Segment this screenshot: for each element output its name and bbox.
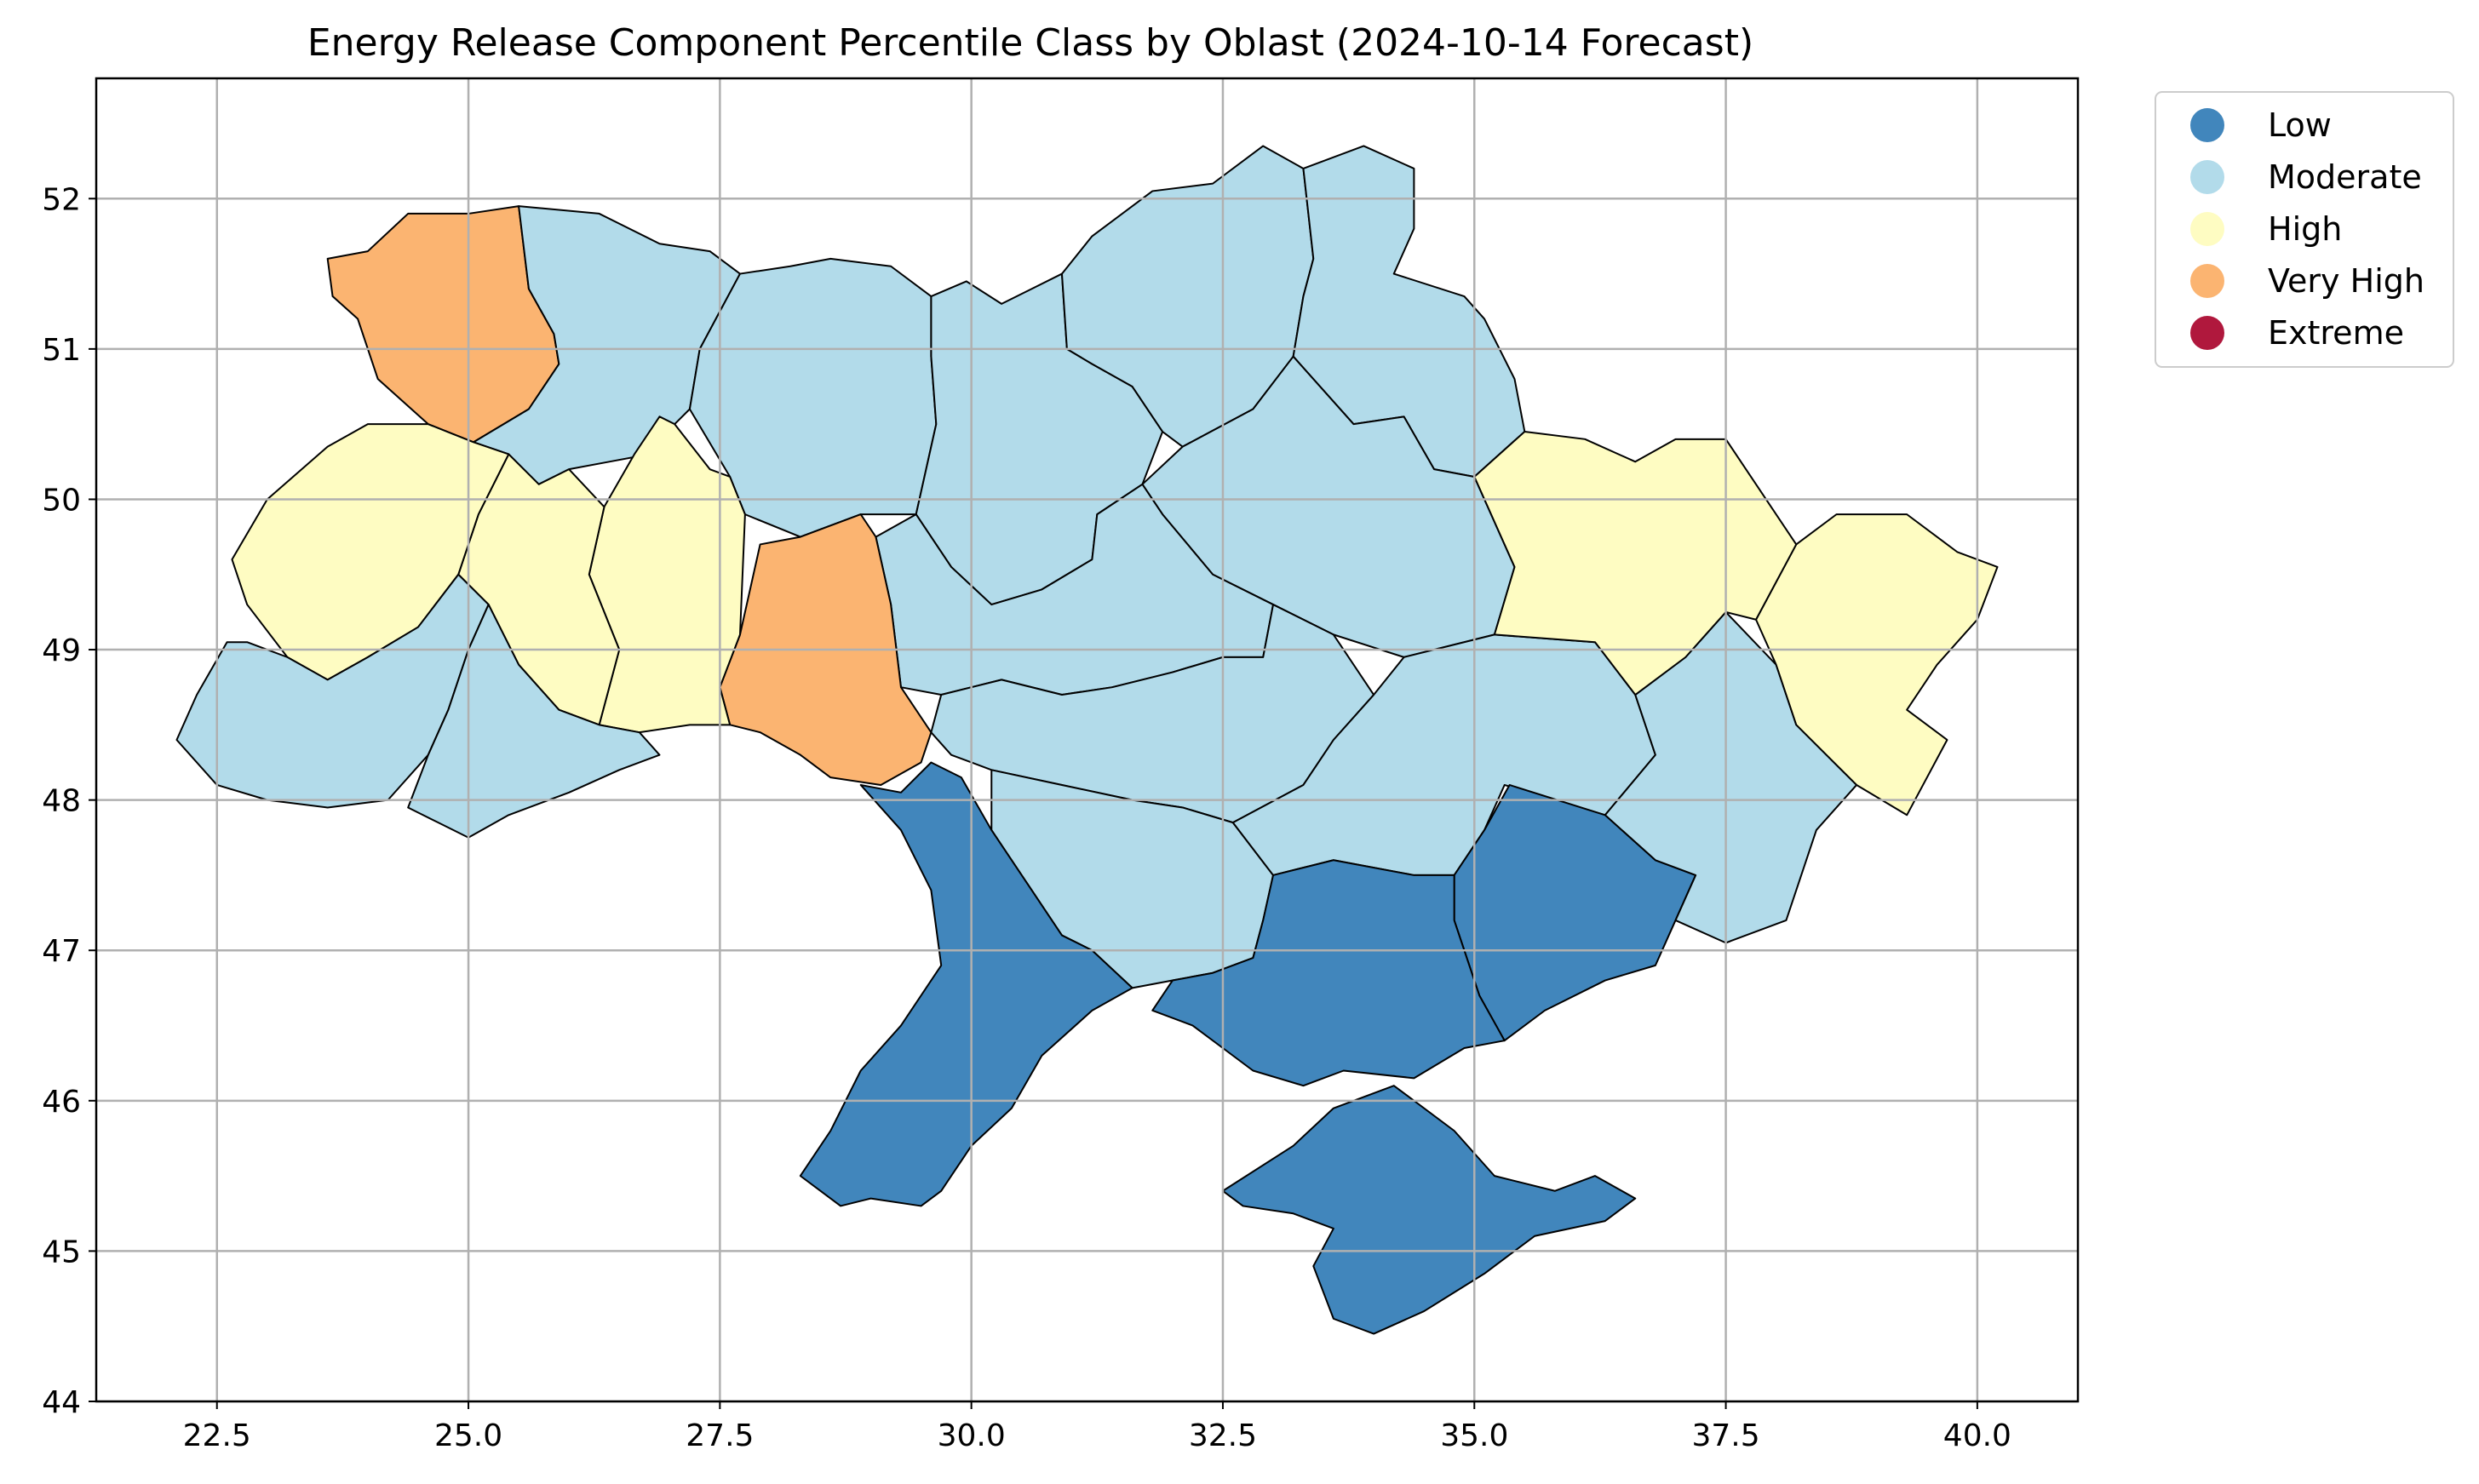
y-tick-label: 46 bbox=[42, 1085, 81, 1120]
oblast-region-high bbox=[1755, 513, 1999, 816]
x-axis: 22.5 25.0 27.5 30.0 32.5 35.0 37.5 40.0 bbox=[183, 1401, 2011, 1453]
y-tick-label: 47 bbox=[42, 934, 81, 969]
legend-marker-very-high bbox=[2190, 264, 2224, 298]
legend-marker-extreme bbox=[2190, 316, 2224, 350]
oblast-region-moderate bbox=[472, 205, 741, 485]
x-tick-label: 40.0 bbox=[1943, 1418, 2011, 1453]
oblast-region-low bbox=[1221, 1085, 1637, 1335]
legend-marker-low bbox=[2190, 108, 2224, 142]
x-tick-label: 35.0 bbox=[1440, 1418, 1508, 1453]
legend-label-moderate: Moderate bbox=[2268, 158, 2422, 196]
legend-marker-moderate bbox=[2190, 160, 2224, 194]
oblast-region-low bbox=[1151, 859, 1506, 1087]
x-tick-label: 32.5 bbox=[1189, 1418, 1257, 1453]
y-tick-label: 51 bbox=[42, 333, 81, 368]
x-tick-label: 22.5 bbox=[183, 1418, 251, 1453]
map-plot-area bbox=[95, 77, 2080, 1403]
y-axis: 44 45 46 47 48 49 50 51 52 bbox=[42, 182, 96, 1420]
x-tick-label: 27.5 bbox=[686, 1418, 754, 1453]
x-tick-label: 37.5 bbox=[1691, 1418, 1759, 1453]
chart-title: Energy Release Component Percentile Clas… bbox=[307, 21, 1753, 65]
oblast-layer bbox=[175, 145, 1999, 1335]
y-tick-label: 50 bbox=[42, 483, 81, 518]
plot-frame bbox=[95, 77, 2080, 1403]
legend-label-extreme: Extreme bbox=[2268, 314, 2404, 352]
x-tick-label: 30.0 bbox=[938, 1418, 1006, 1453]
legend-label-low: Low bbox=[2268, 106, 2332, 144]
legend-frame bbox=[2155, 91, 2454, 368]
y-tick-label: 48 bbox=[42, 784, 81, 819]
oblast-region-moderate bbox=[407, 604, 661, 839]
y-tick-label: 45 bbox=[42, 1235, 81, 1269]
legend-label-high: High bbox=[2268, 210, 2342, 248]
y-tick-label: 44 bbox=[42, 1385, 81, 1420]
legend-label-very-high: Very High bbox=[2268, 262, 2424, 300]
legend: Low Moderate High Very High Extreme bbox=[2155, 91, 2454, 368]
y-tick-label: 52 bbox=[42, 182, 81, 217]
oblast-region-high bbox=[1473, 430, 1798, 696]
x-tick-label: 25.0 bbox=[434, 1418, 502, 1453]
y-tick-label: 49 bbox=[42, 633, 81, 668]
legend-marker-high bbox=[2190, 212, 2224, 246]
oblast-region-low bbox=[799, 761, 1133, 1207]
